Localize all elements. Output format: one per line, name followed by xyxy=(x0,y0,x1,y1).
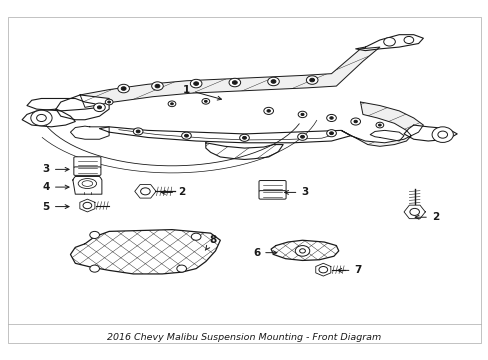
Circle shape xyxy=(431,127,452,143)
Polygon shape xyxy=(403,205,425,219)
Text: 8: 8 xyxy=(205,235,216,250)
Text: 2: 2 xyxy=(161,188,185,197)
Circle shape xyxy=(353,120,357,123)
Circle shape xyxy=(232,81,237,84)
Circle shape xyxy=(270,80,275,83)
Circle shape xyxy=(309,78,314,82)
Text: 3: 3 xyxy=(42,165,69,174)
Ellipse shape xyxy=(78,179,96,189)
Circle shape xyxy=(403,36,413,44)
Circle shape xyxy=(295,246,309,256)
Circle shape xyxy=(184,134,188,137)
Polygon shape xyxy=(403,125,456,141)
Text: 3: 3 xyxy=(284,188,308,197)
Circle shape xyxy=(202,99,209,104)
Circle shape xyxy=(437,131,447,138)
Polygon shape xyxy=(99,127,350,143)
Polygon shape xyxy=(315,263,330,276)
Circle shape xyxy=(306,76,317,84)
Circle shape xyxy=(141,188,150,195)
Circle shape xyxy=(298,111,306,118)
Text: 5: 5 xyxy=(42,202,69,212)
Circle shape xyxy=(105,99,113,105)
Circle shape xyxy=(301,113,304,116)
Polygon shape xyxy=(56,95,109,120)
Circle shape xyxy=(326,130,336,137)
Text: 2: 2 xyxy=(414,212,438,222)
Circle shape xyxy=(151,82,163,90)
Polygon shape xyxy=(73,176,102,194)
Circle shape xyxy=(133,128,142,135)
Circle shape xyxy=(267,77,279,86)
Circle shape xyxy=(190,79,202,88)
Ellipse shape xyxy=(82,181,93,186)
Polygon shape xyxy=(27,99,99,111)
Circle shape xyxy=(239,134,249,141)
Circle shape xyxy=(378,124,381,126)
Circle shape xyxy=(300,135,304,138)
Circle shape xyxy=(264,107,273,114)
Circle shape xyxy=(168,101,176,107)
Circle shape xyxy=(350,118,360,125)
Text: 7: 7 xyxy=(337,265,361,275)
Polygon shape xyxy=(70,126,109,139)
Polygon shape xyxy=(22,109,75,127)
Text: 6: 6 xyxy=(252,248,276,258)
Circle shape xyxy=(170,103,173,105)
Circle shape xyxy=(375,122,383,128)
Circle shape xyxy=(97,106,102,109)
Text: 2016 Chevy Malibu Suspension Mounting - Front Diagram: 2016 Chevy Malibu Suspension Mounting - … xyxy=(107,333,381,342)
Circle shape xyxy=(118,84,129,93)
Text: 1: 1 xyxy=(183,85,221,100)
Polygon shape xyxy=(70,230,220,274)
Circle shape xyxy=(107,101,110,103)
Polygon shape xyxy=(80,199,95,212)
Circle shape xyxy=(193,82,198,85)
Circle shape xyxy=(228,78,240,87)
Circle shape xyxy=(90,265,99,272)
Circle shape xyxy=(37,114,46,122)
Polygon shape xyxy=(341,102,423,146)
Polygon shape xyxy=(135,185,156,198)
Circle shape xyxy=(297,133,307,140)
Circle shape xyxy=(191,233,201,240)
Circle shape xyxy=(266,110,270,112)
Circle shape xyxy=(409,208,419,215)
Circle shape xyxy=(242,136,246,139)
Circle shape xyxy=(329,132,333,135)
FancyBboxPatch shape xyxy=(74,157,101,168)
Circle shape xyxy=(83,202,92,209)
Circle shape xyxy=(181,132,191,139)
Circle shape xyxy=(121,87,126,90)
Circle shape xyxy=(299,249,305,253)
Polygon shape xyxy=(355,35,423,51)
Circle shape xyxy=(383,37,394,46)
Circle shape xyxy=(326,114,336,122)
Circle shape xyxy=(318,266,327,273)
FancyBboxPatch shape xyxy=(259,191,285,199)
Circle shape xyxy=(136,130,140,133)
Polygon shape xyxy=(205,143,283,159)
Circle shape xyxy=(155,84,160,88)
Polygon shape xyxy=(369,130,403,141)
FancyBboxPatch shape xyxy=(74,167,101,175)
Circle shape xyxy=(94,103,105,112)
Circle shape xyxy=(204,100,207,102)
Circle shape xyxy=(329,117,332,119)
Text: 4: 4 xyxy=(42,182,69,192)
FancyBboxPatch shape xyxy=(259,180,285,192)
Circle shape xyxy=(90,231,99,238)
Polygon shape xyxy=(80,47,379,107)
Circle shape xyxy=(31,110,52,126)
Polygon shape xyxy=(270,240,338,260)
Circle shape xyxy=(177,265,186,272)
